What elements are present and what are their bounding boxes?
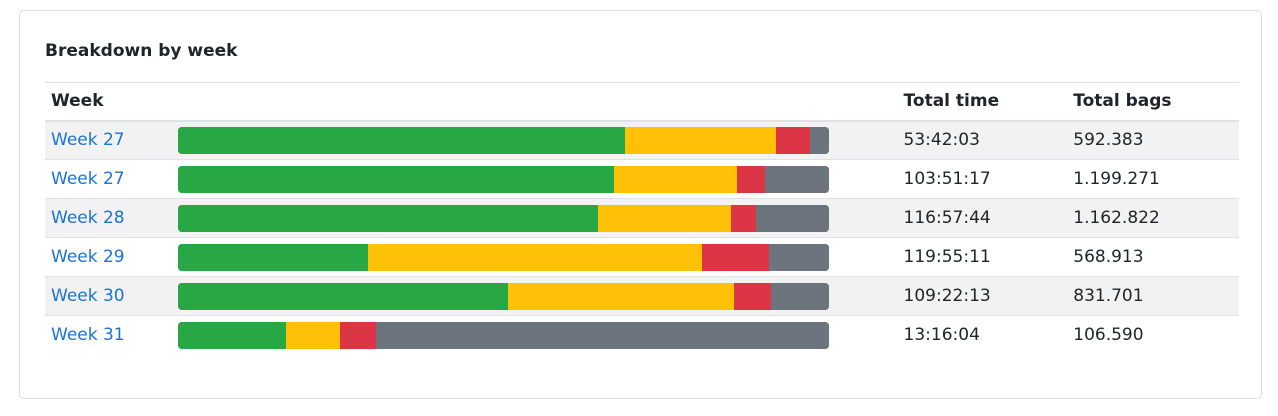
segment-grey <box>755 204 830 232</box>
total-time-cell: 103:51:17 <box>897 159 1068 199</box>
table-header-row: Week Total time Total bags <box>45 82 1239 122</box>
stacked-progress-bar <box>178 282 830 310</box>
stacked-progress-bar <box>178 126 830 154</box>
total-bags-cell: 568.913 <box>1067 237 1239 277</box>
progress-cell <box>178 237 898 277</box>
segment-grey <box>764 165 830 193</box>
table-row: Week 28 116:57:44 1.162.822 <box>45 198 1239 238</box>
week-cell: Week 29 <box>45 237 179 277</box>
stacked-progress-bar <box>178 243 830 271</box>
table-row: Week 29 119:55:11 568.913 <box>45 237 1239 277</box>
segment-grey <box>771 282 830 310</box>
stacked-progress-bar <box>178 321 830 349</box>
segment-green <box>178 321 287 349</box>
week-cell: Week 27 <box>45 120 179 160</box>
segment-green <box>178 282 509 310</box>
segment-yellow <box>368 243 703 271</box>
week-cell: Week 30 <box>45 276 179 316</box>
progress-cell <box>178 120 898 160</box>
total-bags-cell: 831.701 <box>1067 276 1239 316</box>
progress-cell <box>178 198 898 238</box>
breakdown-card: Breakdown by week Week Total time Total … <box>19 10 1262 399</box>
total-bags-cell: 106.590 <box>1073 325 1144 346</box>
total-time-cell: 109:22:13 <box>897 276 1068 316</box>
total-bags-cell: 592.383 <box>1067 120 1239 160</box>
segment-red <box>702 243 770 271</box>
total-time-cell: 13:16:04 <box>903 325 980 346</box>
segment-red <box>340 321 376 349</box>
week-link[interactable]: Week 30 <box>51 286 125 306</box>
total-bags-cell: 1.162.822 <box>1067 198 1239 238</box>
segment-grey <box>809 126 830 154</box>
header-bar <box>178 82 898 122</box>
table-row: Week 31 13:16:04 106.590 <box>45 316 1239 355</box>
card-title: Breakdown by week <box>45 41 238 61</box>
week-link[interactable]: Week 29 <box>51 247 125 267</box>
week-cell: Week 27 <box>45 159 179 199</box>
progress-cell <box>178 316 897 355</box>
header-total-bags: Total bags <box>1067 82 1239 122</box>
segment-yellow <box>613 165 737 193</box>
week-link[interactable]: Week 27 <box>51 130 125 151</box>
week-link[interactable]: Week 27 <box>51 169 125 189</box>
segment-grey <box>375 321 830 349</box>
header-week: Week <box>45 82 179 122</box>
table-row: Week 27 53:42:03 592.383 <box>45 120 1239 160</box>
week-link[interactable]: Week 31 <box>51 325 125 346</box>
segment-yellow <box>286 321 341 349</box>
total-bags-cell: 1.199.271 <box>1067 159 1239 199</box>
table-row: Week 27 103:51:17 1.199.271 <box>45 159 1239 199</box>
segment-grey <box>769 243 830 271</box>
header-total-time: Total time <box>897 82 1068 122</box>
total-time-cell: 53:42:03 <box>897 120 1068 160</box>
stacked-progress-bar <box>178 165 830 193</box>
segment-red <box>731 204 756 232</box>
segment-yellow <box>508 282 735 310</box>
segment-yellow <box>624 126 776 154</box>
table-body: Week 27 53:42:03 592.383 Week 27 103:51:17 1.… <box>45 120 1239 355</box>
segment-red <box>775 126 810 154</box>
total-time-cell: 119:55:11 <box>897 237 1068 277</box>
breakdown-table: Week Total time Total bags Week 27 53:42:… <box>45 82 1239 355</box>
segment-green <box>178 165 614 193</box>
total-time-cell: 116:57:44 <box>897 198 1068 238</box>
stacked-progress-bar <box>178 204 830 232</box>
segment-yellow <box>598 204 732 232</box>
segment-red <box>734 282 772 310</box>
progress-cell <box>178 159 898 199</box>
week-cell: Week 31 <box>45 316 178 355</box>
segment-green <box>178 243 369 271</box>
table-row: Week 30 109:22:13 831.701 <box>45 276 1239 316</box>
week-link[interactable]: Week 28 <box>51 208 125 228</box>
week-cell: Week 28 <box>45 198 179 238</box>
segment-green <box>178 126 625 154</box>
progress-cell <box>178 276 898 316</box>
segment-green <box>178 204 599 232</box>
segment-red <box>736 165 765 193</box>
